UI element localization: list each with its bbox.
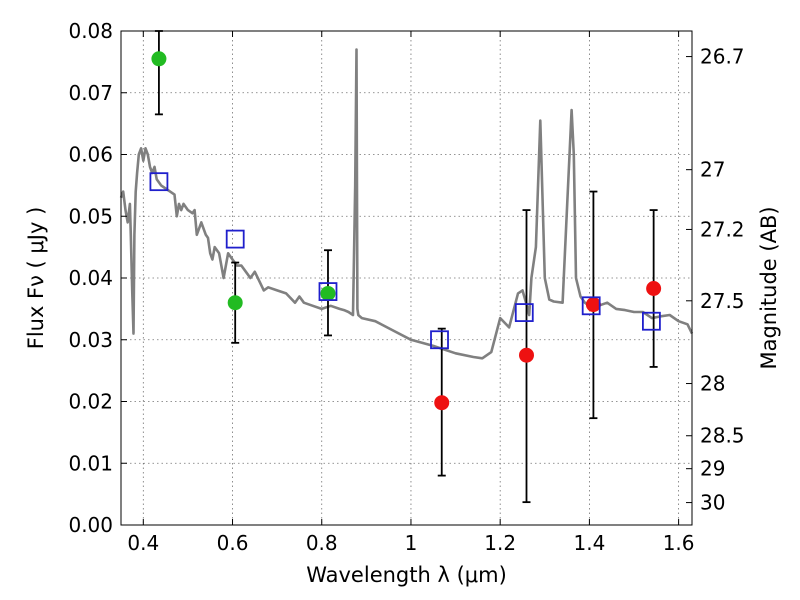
data-point bbox=[519, 348, 534, 363]
y-tick-label: 0.07 bbox=[68, 81, 113, 105]
spectrum-line bbox=[121, 50, 692, 359]
y2-tick-label: 28 bbox=[700, 372, 725, 396]
data-point bbox=[646, 281, 661, 296]
x-tick-label: 1.6 bbox=[663, 531, 695, 555]
y-tick-label: 0.04 bbox=[68, 266, 113, 290]
y2-tick-label: 29 bbox=[700, 457, 725, 481]
x-tick-label: 0.6 bbox=[217, 531, 249, 555]
y-tick-label: 0.03 bbox=[68, 328, 113, 352]
axis-tick-labels: 0.4 0.6 0.8 1 1.2 1.4 1.6 0.00 0.01 0.02 0.03 0.04 0… bbox=[68, 19, 744, 555]
y-tick-label: 0.06 bbox=[68, 143, 113, 167]
x-tick-label: 1.4 bbox=[573, 531, 605, 555]
data-point bbox=[320, 286, 335, 301]
y2-tick-label: 27 bbox=[700, 158, 725, 182]
y2-tick-label: 27.5 bbox=[700, 289, 745, 313]
model-point bbox=[227, 231, 244, 248]
error-bars bbox=[155, 31, 658, 502]
x-tick-label: 1 bbox=[405, 531, 418, 555]
data-point bbox=[151, 51, 166, 66]
y-tick-label: 0.00 bbox=[68, 513, 113, 537]
y2-tick-label: 28.5 bbox=[700, 424, 745, 448]
y-tick-label: 0.01 bbox=[68, 451, 113, 475]
x-tick-label: 0.8 bbox=[306, 531, 338, 555]
x-tick-label: 0.4 bbox=[127, 531, 159, 555]
data-markers bbox=[150, 51, 661, 410]
y-tick-label: 0.08 bbox=[68, 19, 113, 43]
y2-tick-label: 26.7 bbox=[700, 45, 745, 69]
grid-lines bbox=[121, 31, 692, 525]
x-axis-label: Wavelength λ (μm) bbox=[306, 563, 507, 587]
y2-tick-label: 30 bbox=[700, 491, 725, 515]
data-point bbox=[434, 395, 449, 410]
y2-tick-label: 27.2 bbox=[700, 217, 745, 241]
y-axis-label: Flux Fν ( μJy ) bbox=[24, 207, 48, 350]
y2-axis-label: Magnitude (AB) bbox=[757, 206, 781, 369]
y-tick-label: 0.05 bbox=[68, 204, 113, 228]
data-point bbox=[586, 297, 601, 312]
chart: 0.4 0.6 0.8 1 1.2 1.4 1.6 0.00 0.01 0.02 0.03 0.04 0… bbox=[0, 0, 800, 600]
y-tick-label: 0.02 bbox=[68, 390, 113, 414]
data-point bbox=[228, 295, 243, 310]
x-tick-label: 1.2 bbox=[484, 531, 516, 555]
model-spectrum bbox=[121, 50, 692, 359]
